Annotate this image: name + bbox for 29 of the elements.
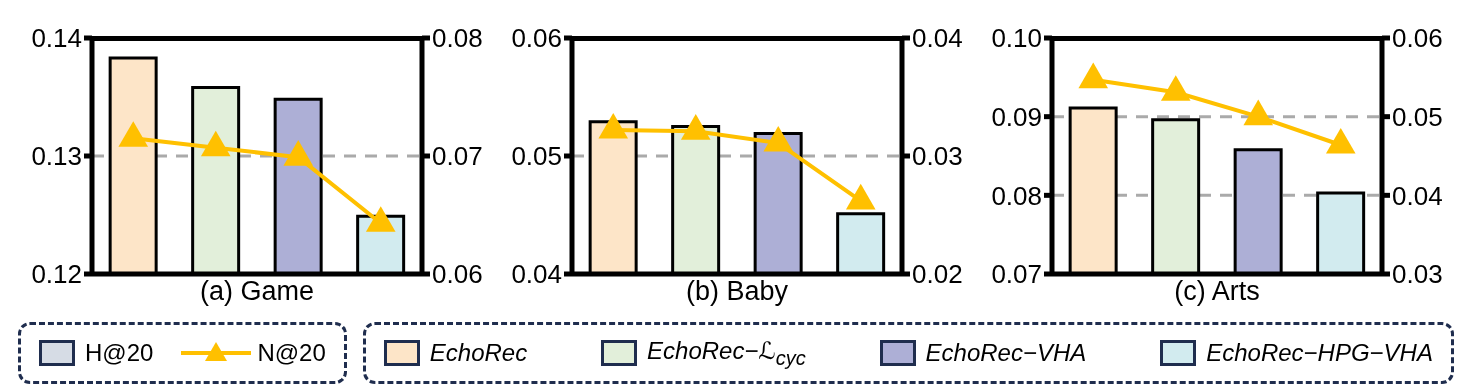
y2-tick-label: 0.04 [1392, 180, 1443, 211]
x-axis-title: (c) Arts [1173, 276, 1261, 307]
y-tick-label: 0.14 [31, 23, 82, 54]
y-tick-label: 0.06 [511, 23, 562, 54]
y-tick-label: 0.09 [991, 101, 1042, 132]
x-axis-title: (a) Game [199, 276, 315, 307]
y2-tick-label: 0.08 [432, 23, 483, 54]
legend-label: EchoRec−HPG−VHA [1206, 339, 1433, 367]
y2-tick-label: 0.06 [432, 259, 483, 290]
y-tick-label: 0.04 [511, 259, 562, 290]
legend-label: EchoRec−VHA [925, 339, 1087, 367]
y2-tick-label: 0.03 [1392, 259, 1443, 290]
y2-tick-label: 0.04 [912, 23, 963, 54]
y-tick-label: 0.13 [31, 141, 82, 172]
y2-tick-label: 0.05 [1392, 101, 1443, 132]
x-axis-title: (b) Baby [684, 276, 789, 307]
y-tick-label: 0.10 [991, 23, 1042, 54]
y-tick-label: 0.12 [31, 259, 82, 290]
y2-tick-label: 0.03 [912, 141, 963, 172]
legend-label: N@20 [257, 339, 326, 367]
legend-label: EchoRec−ℒ$_{cyc}$ [647, 336, 806, 370]
y2-tick-label: 0.02 [912, 259, 963, 290]
y-tick-label: 0.07 [991, 259, 1042, 290]
y-tick-label: 0.05 [511, 141, 562, 172]
y2-tick-label: 0.06 [1392, 23, 1443, 54]
y2-tick-label: 0.07 [432, 141, 483, 172]
legend-label: H@20 [85, 339, 154, 367]
legend-label: EchoRec [429, 339, 528, 367]
y-tick-label: 0.08 [991, 180, 1042, 211]
